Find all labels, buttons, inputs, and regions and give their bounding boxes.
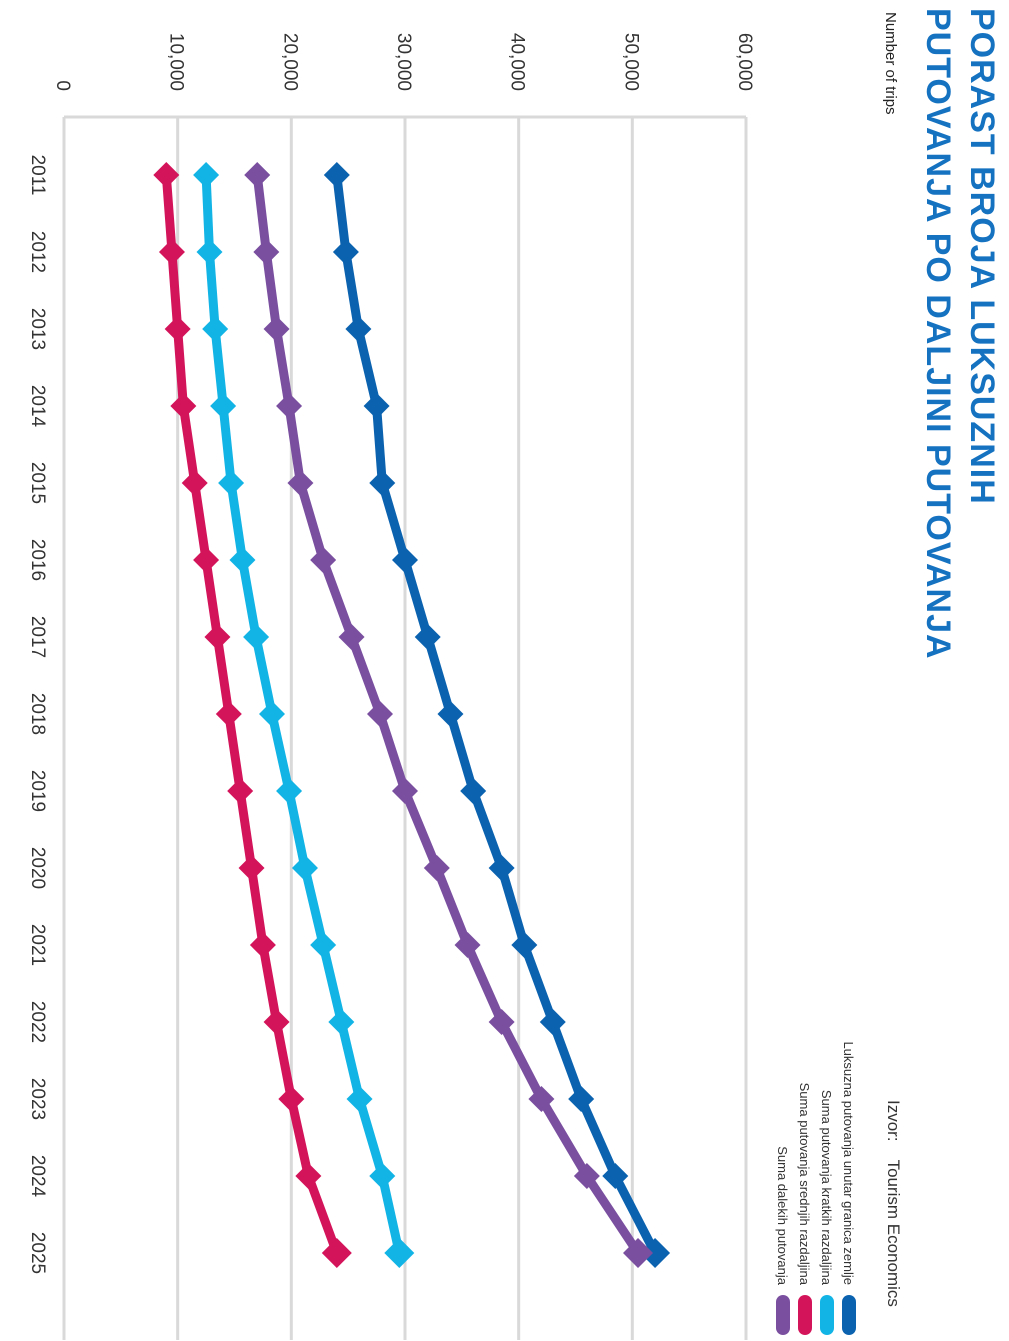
data-point-marker <box>276 393 303 419</box>
data-point-marker <box>181 470 208 496</box>
x-tick-label: 2021 <box>27 924 48 966</box>
x-tick-label: 2019 <box>27 770 48 812</box>
y-tick-label: 20,000 <box>279 33 300 91</box>
x-tick-label: 2024 <box>27 1155 48 1198</box>
data-point-marker <box>488 855 515 881</box>
x-tick-label: 2014 <box>27 385 48 428</box>
x-tick-label: 2011 <box>27 155 48 196</box>
data-point-marker <box>204 624 231 650</box>
data-point-marker <box>244 162 271 188</box>
data-point-marker <box>210 393 237 419</box>
data-point-marker <box>332 239 359 265</box>
data-point-marker <box>623 1238 654 1268</box>
data-point-marker <box>238 855 265 881</box>
data-point-marker <box>158 239 185 265</box>
data-point-marker <box>263 1009 290 1035</box>
data-point-marker <box>253 239 280 265</box>
data-point-marker <box>215 701 242 727</box>
x-tick-label: 2015 <box>27 462 48 504</box>
data-point-marker <box>193 547 220 573</box>
data-point-marker <box>164 316 191 342</box>
data-point-marker <box>263 316 290 342</box>
data-point-marker <box>392 778 418 804</box>
data-point-marker <box>384 1238 415 1268</box>
data-point-marker <box>227 778 254 804</box>
data-point-marker <box>539 1009 566 1035</box>
data-point-marker <box>328 1009 355 1035</box>
data-point-marker <box>602 1163 629 1189</box>
data-point-marker <box>193 162 220 188</box>
data-point-marker <box>392 547 418 573</box>
y-tick-label: 40,000 <box>507 33 528 91</box>
data-point-marker <box>338 624 365 650</box>
data-point-marker <box>287 470 314 496</box>
data-point-marker <box>321 1238 352 1268</box>
data-point-marker <box>454 932 481 958</box>
data-point-marker <box>170 393 197 419</box>
x-tick-label: 2023 <box>27 1078 48 1120</box>
x-tick-label: 2025 <box>27 1232 48 1274</box>
x-tick-label: 2013 <box>27 308 48 350</box>
y-tick-label: 10,000 <box>166 33 187 91</box>
data-point-marker <box>488 1009 515 1035</box>
x-tick-label: 2017 <box>27 616 48 658</box>
data-point-marker <box>511 932 538 958</box>
y-tick-label: 30,000 <box>393 33 414 91</box>
data-point-marker <box>310 932 337 958</box>
x-tick-label: 2018 <box>27 693 48 735</box>
data-point-marker <box>323 162 350 188</box>
y-tick-label: 60,000 <box>734 33 755 91</box>
data-point-marker <box>202 316 229 342</box>
data-point-marker <box>369 1163 396 1189</box>
data-point-marker <box>346 1086 373 1112</box>
data-point-marker <box>153 162 180 188</box>
data-point-marker <box>196 239 223 265</box>
data-point-marker <box>414 624 441 650</box>
x-tick-label: 2016 <box>27 539 48 581</box>
data-point-marker <box>369 470 396 496</box>
data-point-marker <box>278 1086 305 1112</box>
data-point-marker <box>218 470 245 496</box>
data-point-marker <box>363 393 390 419</box>
data-point-marker <box>460 778 487 804</box>
data-point-marker <box>345 316 372 342</box>
data-point-marker <box>291 855 318 881</box>
data-point-marker <box>276 778 303 804</box>
series-line-3 <box>161 170 342 1258</box>
data-point-marker <box>295 1163 322 1189</box>
data-point-marker <box>259 701 286 727</box>
y-tick-label: 50,000 <box>620 33 641 91</box>
data-point-marker <box>366 701 393 727</box>
data-point-marker <box>423 855 450 881</box>
data-point-marker <box>310 547 337 573</box>
data-point-marker <box>437 701 464 727</box>
x-tick-label: 2022 <box>27 1001 48 1043</box>
data-point-marker <box>568 1086 595 1112</box>
data-point-marker <box>249 932 276 958</box>
y-tick-label: 0 <box>52 80 73 91</box>
data-point-marker <box>243 624 270 650</box>
data-point-marker <box>229 547 256 573</box>
x-tick-label: 2020 <box>27 847 48 889</box>
x-tick-label: 2012 <box>27 231 48 273</box>
